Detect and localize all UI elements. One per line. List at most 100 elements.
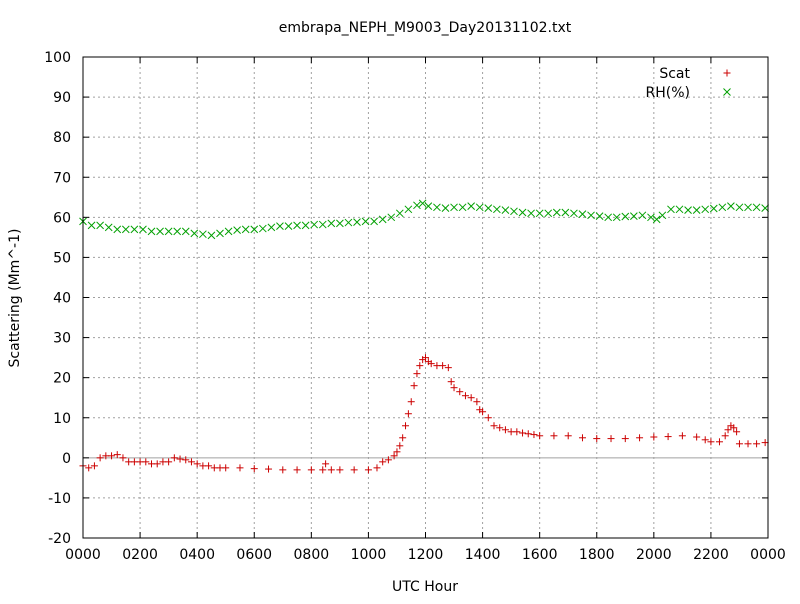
scat-point xyxy=(364,466,372,474)
x-tick-label: 0600 xyxy=(236,547,272,563)
scat-point xyxy=(379,458,387,466)
y-tick-label: 30 xyxy=(53,331,71,347)
rh-point xyxy=(121,225,130,234)
scat-point xyxy=(490,422,498,430)
rh-point xyxy=(336,219,344,228)
scat-point xyxy=(410,382,418,390)
scat-point xyxy=(265,465,273,473)
scat-point xyxy=(396,442,404,450)
scat-point xyxy=(236,464,244,472)
rh-point xyxy=(727,202,735,210)
scat-point xyxy=(222,464,230,472)
rh-point xyxy=(207,231,216,240)
scat-point xyxy=(90,462,98,470)
rh-point xyxy=(501,206,510,214)
x-axis-label: UTC Hour xyxy=(392,579,458,595)
legend-marker-rh xyxy=(723,88,731,96)
x-tick-label: 1600 xyxy=(522,547,558,563)
scat-point xyxy=(621,435,629,443)
scat-point xyxy=(461,392,469,400)
rh-point xyxy=(493,205,501,214)
scat-point xyxy=(404,410,412,418)
rh-point xyxy=(604,213,613,222)
scat-point xyxy=(350,466,358,474)
scat-point xyxy=(664,433,672,441)
y-axis-label: Scattering (Mm^-1) xyxy=(7,229,23,368)
scat-point xyxy=(85,464,93,472)
scat-point xyxy=(678,432,686,440)
scat-point xyxy=(578,434,586,442)
x-tick-label: 1800 xyxy=(579,547,615,563)
scat-point xyxy=(182,456,190,464)
y-tick-label: 60 xyxy=(53,210,71,226)
legend-label-scat: Scat xyxy=(659,66,690,82)
rh-point xyxy=(647,213,655,222)
scat-point xyxy=(473,398,481,406)
scat-point xyxy=(519,429,527,437)
legend-label-rh: RH(%) xyxy=(646,85,690,101)
series-rh xyxy=(79,199,769,240)
rh-point xyxy=(578,210,587,218)
y-tick-label: 50 xyxy=(53,250,71,266)
rh-point xyxy=(675,205,684,214)
rh-point xyxy=(378,215,387,224)
rh-point xyxy=(344,218,353,227)
scat-point xyxy=(721,432,729,440)
rh-point xyxy=(387,213,396,222)
rh-point xyxy=(735,203,744,212)
rh-point xyxy=(621,212,630,221)
scat-point xyxy=(427,360,435,368)
scat-point xyxy=(187,458,195,466)
rh-point xyxy=(612,213,621,222)
rh-point xyxy=(216,229,224,238)
scat-point xyxy=(293,466,301,474)
scat-point xyxy=(250,465,258,473)
rh-point xyxy=(450,203,458,212)
rh-point xyxy=(587,211,595,220)
scat-point xyxy=(407,398,415,406)
scat-point xyxy=(715,438,723,446)
rh-point xyxy=(130,225,139,234)
rh-point xyxy=(156,227,164,236)
scat-point xyxy=(402,422,410,430)
scat-point xyxy=(564,432,572,440)
chart-title: embrapa_NEPH_M9003_Day20131102.txt xyxy=(279,20,572,36)
rh-point xyxy=(370,217,378,226)
y-tick-label: 0 xyxy=(62,451,71,467)
rh-point xyxy=(267,223,276,232)
y-tick-label: 10 xyxy=(53,411,71,427)
y-tick-label: -10 xyxy=(48,491,71,507)
series-scat xyxy=(79,354,769,474)
rh-point xyxy=(199,230,207,239)
rh-point xyxy=(353,218,361,226)
scat-point xyxy=(456,388,464,396)
legend-marker-scat xyxy=(723,69,731,77)
rh-point xyxy=(761,204,769,212)
scat-point xyxy=(650,433,658,441)
scat-point xyxy=(319,466,327,474)
rh-point xyxy=(276,222,284,231)
rh-point xyxy=(638,211,647,220)
rh-point xyxy=(518,208,527,217)
scat-point xyxy=(524,430,532,438)
scat-point xyxy=(176,455,184,463)
scat-point xyxy=(484,414,492,422)
scat-point xyxy=(707,438,715,446)
scat-point xyxy=(413,370,421,378)
scat-point xyxy=(422,354,429,362)
y-tick-labels: -20 -10 0 10 20 30 40 50 60 70 80 90 100 xyxy=(44,50,71,547)
scat-point xyxy=(439,362,447,370)
rh-point xyxy=(241,225,250,234)
rh-point xyxy=(484,204,493,212)
rh-point xyxy=(250,225,259,234)
scat-point xyxy=(327,466,335,474)
x-tick-label: 0400 xyxy=(179,547,215,563)
rh-point xyxy=(327,219,336,228)
rh-point xyxy=(293,221,301,230)
scat-point xyxy=(730,424,738,432)
y-tick-label: 90 xyxy=(53,90,71,106)
rh-point xyxy=(181,227,190,236)
x-tick-label: 2200 xyxy=(693,547,729,563)
rh-point xyxy=(361,217,370,226)
scat-point xyxy=(607,435,615,443)
